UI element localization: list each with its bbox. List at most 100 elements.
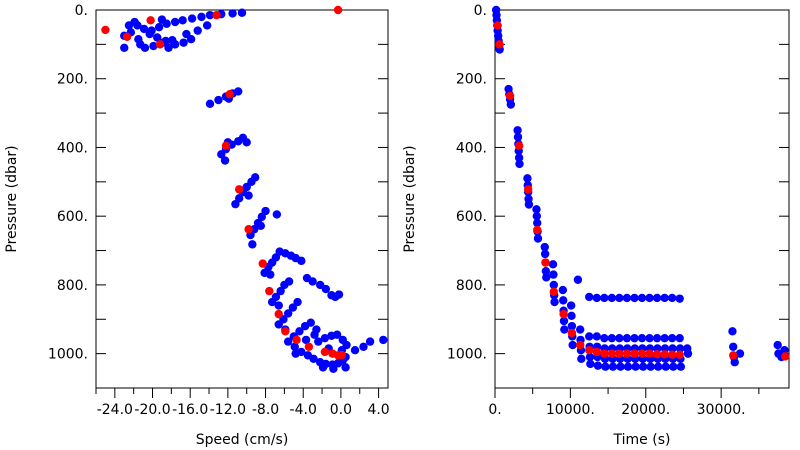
data-point <box>505 91 515 101</box>
data-point <box>660 293 669 303</box>
data-point <box>575 325 585 334</box>
data-point <box>623 362 633 371</box>
data-point <box>566 301 576 310</box>
x-tick-label: -12.0 <box>210 402 246 418</box>
data-point <box>667 350 677 359</box>
data-point <box>310 330 319 339</box>
data-point <box>683 349 693 358</box>
data-point <box>514 153 524 162</box>
data-point <box>675 344 685 353</box>
data-point <box>153 33 162 42</box>
data-point <box>607 293 617 303</box>
data-point <box>350 346 360 355</box>
data-point <box>540 242 549 252</box>
data-point <box>179 38 188 47</box>
data-point <box>550 297 559 307</box>
data-point <box>314 337 323 346</box>
data-point <box>513 132 523 142</box>
data-point <box>170 17 180 27</box>
data-point <box>637 333 647 343</box>
data-point <box>182 29 191 39</box>
data-point <box>513 126 522 135</box>
data-point <box>541 266 551 276</box>
data-point <box>541 258 550 267</box>
data-point <box>540 249 550 259</box>
data-point <box>523 174 532 183</box>
data-point <box>329 364 338 373</box>
data-point <box>781 352 790 361</box>
data-point <box>637 293 647 303</box>
data-point <box>295 327 304 336</box>
data-point <box>615 333 624 343</box>
data-series-0 <box>120 8 388 373</box>
y-tick-label: 0. <box>75 3 88 19</box>
data-point <box>258 259 267 268</box>
data-point <box>638 362 648 371</box>
data-point <box>506 100 516 109</box>
x-tick-label: 0. <box>488 402 501 418</box>
data-point <box>101 25 110 35</box>
data-point <box>577 354 586 363</box>
data-point <box>559 309 568 319</box>
data-point <box>559 316 569 326</box>
data-point <box>667 293 677 303</box>
data-point <box>290 342 299 351</box>
x-tick-label: -8.0 <box>252 402 279 418</box>
data-point <box>660 350 669 359</box>
data-point <box>568 340 577 350</box>
data-point <box>637 349 647 358</box>
data-point <box>676 362 686 371</box>
data-point <box>615 349 624 358</box>
data-point <box>359 342 368 351</box>
data-point <box>675 333 684 343</box>
x-tick-label: 20000. <box>621 402 670 418</box>
data-point <box>337 350 347 360</box>
y-tick-label: 200. <box>456 72 487 88</box>
data-point <box>646 362 655 371</box>
data-point <box>592 293 601 303</box>
y-tick-label: 400. <box>456 140 487 156</box>
data-point <box>288 303 298 312</box>
data-point <box>592 347 601 357</box>
data-point <box>729 351 738 360</box>
data-point <box>214 95 223 105</box>
data-point <box>205 10 215 20</box>
data-point <box>234 185 244 194</box>
data-point <box>321 284 331 294</box>
x-tick-label: -4.0 <box>290 402 317 418</box>
data-point <box>283 337 293 346</box>
data-point <box>154 22 164 32</box>
y-tick-label: 600. <box>57 209 88 225</box>
data-point <box>524 200 534 209</box>
data-series-1 <box>101 5 347 360</box>
data-point <box>365 337 375 346</box>
data-point <box>248 240 257 249</box>
data-point <box>773 340 782 350</box>
data-point <box>205 99 215 109</box>
data-point <box>274 309 283 319</box>
data-point <box>320 333 330 343</box>
data-point <box>728 327 737 336</box>
y-tick-label: 800. <box>57 278 88 294</box>
speed-pressure-panel: 0. 200. 400. 600. 800. 1000. -24.0 -20.0 -16.0 -1… <box>4 3 390 448</box>
data-point <box>622 293 632 303</box>
data-point <box>331 292 340 302</box>
data-point <box>667 333 677 343</box>
data-point <box>675 350 684 359</box>
data-point <box>193 26 202 35</box>
data-point <box>149 41 158 51</box>
data-point <box>585 332 594 341</box>
data-point <box>495 40 504 49</box>
x-tick-label: 0.0 <box>330 402 352 418</box>
data-series-0 <box>491 5 789 371</box>
data-point <box>292 335 301 345</box>
data-point <box>202 21 212 30</box>
data-point <box>600 333 609 343</box>
data-point <box>221 141 231 150</box>
data-point <box>139 24 149 34</box>
data-point <box>532 205 541 214</box>
data-point <box>622 333 632 343</box>
data-point <box>575 340 585 350</box>
data-point <box>533 225 542 235</box>
